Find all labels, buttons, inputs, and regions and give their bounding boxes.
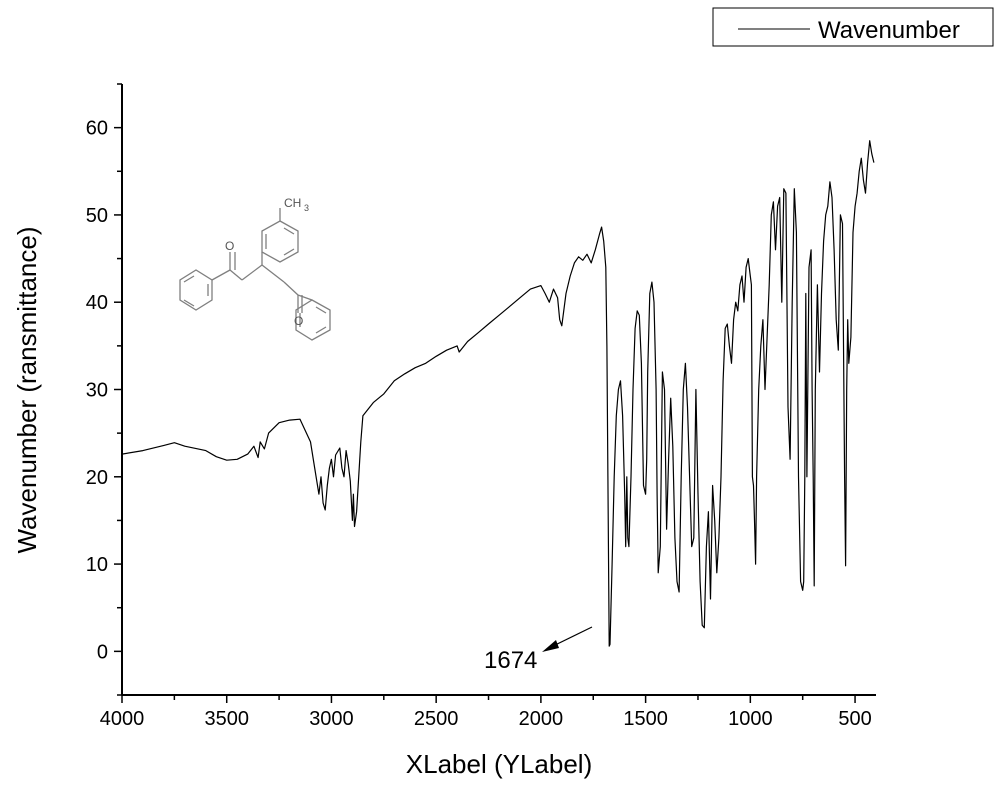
y-tick-label: 40 <box>86 292 108 314</box>
y-tick-label: 10 <box>86 554 108 576</box>
x-ticks: 4000 3500 3000 2500 2000 1500 1000 500 <box>100 695 872 730</box>
x-axis-title: XLabel (YLabel) <box>406 749 592 779</box>
annotation-label: 1674 <box>484 647 537 674</box>
y-axis-title: Wavenumber (ransmittance) <box>12 226 42 553</box>
series-line-wavenumber <box>121 140 875 647</box>
structure-oxygen-1: O <box>225 239 234 253</box>
structure-ring-left <box>179 269 213 311</box>
y-tick-label: 60 <box>86 118 108 140</box>
x-tick-label: 2000 <box>519 708 564 730</box>
x-tick-label: 3000 <box>309 708 354 730</box>
structure-methyl-label: CH <box>284 196 301 210</box>
x-tick-label: 1500 <box>623 708 668 730</box>
legend-box <box>712 7 994 47</box>
chemical-structure-image <box>179 208 331 341</box>
legend: Wavenumber <box>712 7 994 47</box>
x-tick-label: 1000 <box>728 708 773 730</box>
y-tick-label: 50 <box>86 205 108 227</box>
y-tick-label: 30 <box>86 380 108 402</box>
y-tick-label: 20 <box>86 467 108 489</box>
legend-label: Wavenumber <box>818 17 960 44</box>
structure-ring-right <box>295 299 331 341</box>
x-tick-label: 4000 <box>100 708 145 730</box>
annotation-1674: 1674 <box>484 626 593 674</box>
y-ticks: 0 10 20 30 40 50 60 <box>86 83 122 696</box>
structure-ring-top <box>261 220 299 263</box>
x-tick-label: 3500 <box>204 708 249 730</box>
axes <box>121 84 876 696</box>
structure-oxygen-2: O <box>294 314 303 328</box>
x-tick-label: 2500 <box>414 708 459 730</box>
x-tick-label: 500 <box>838 708 871 730</box>
y-tick-label: 0 <box>97 641 108 663</box>
annotation-arrowhead <box>542 640 559 652</box>
structure-methyl-subscript: 3 <box>304 203 309 213</box>
